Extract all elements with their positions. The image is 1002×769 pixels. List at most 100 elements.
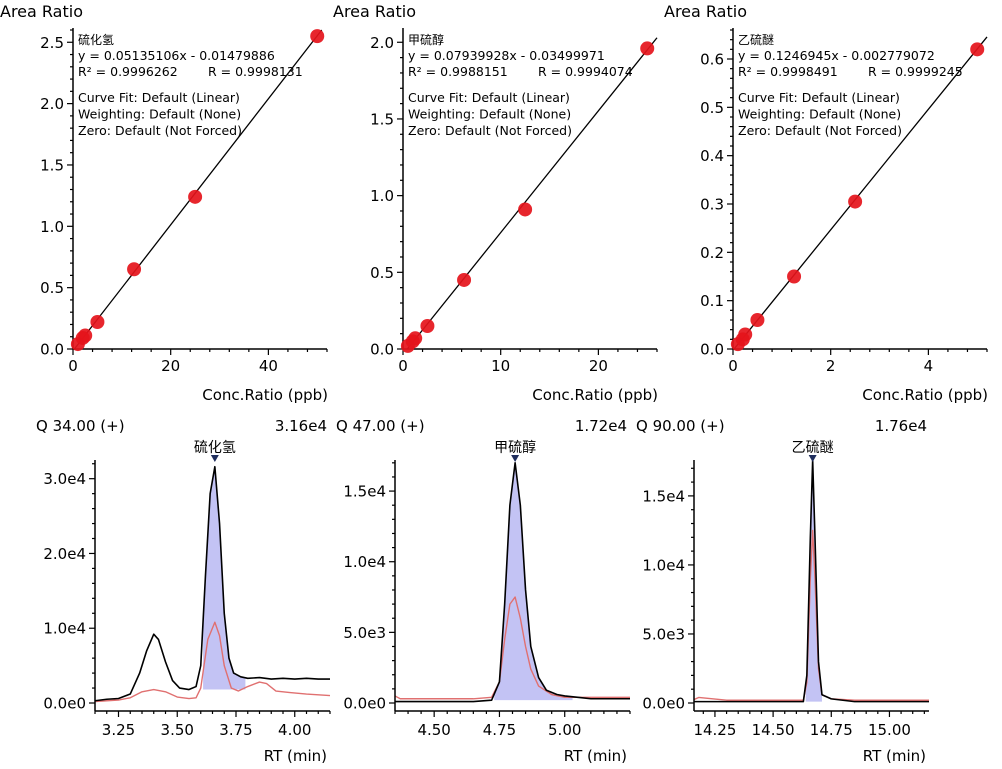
- y-tick-label: 5.0e3: [642, 625, 685, 643]
- y-tick-label: 0.5: [370, 264, 394, 282]
- compound-name: 乙硫醚: [738, 32, 774, 47]
- fit-info-line: Curve Fit: Default (Linear): [738, 90, 900, 105]
- x-axis-title: Conc.Ratio (ppb): [202, 386, 328, 404]
- peak-apex-marker-icon: [808, 455, 817, 462]
- y-tick-label: 5.0e3: [343, 624, 386, 642]
- compound-name: 硫化氢: [78, 32, 114, 47]
- max-intensity-label: 1.76e4: [875, 417, 927, 435]
- x-tick-label: 14.25: [693, 721, 736, 739]
- calibration-point: [310, 29, 325, 44]
- regression-line: [406, 37, 658, 350]
- quant-ion-trace: [694, 459, 929, 703]
- r-squared: R² = 0.9988151: [408, 64, 508, 79]
- y-tick-label: 1.0e4: [343, 553, 386, 571]
- calibration-point: [640, 41, 655, 56]
- peak-label: 乙硫醚: [792, 440, 834, 456]
- fit-equation: y = 0.07939928x - 0.03499971: [408, 48, 605, 63]
- r-squared: R² = 0.9996262: [78, 64, 178, 79]
- x-tick-label: 5.00: [548, 721, 581, 739]
- integrated-peak-area: [203, 466, 246, 690]
- calibration-point: [457, 272, 472, 287]
- calibration-point: [127, 262, 142, 277]
- y-tick-label: 0.0e0: [343, 695, 386, 713]
- x-tick-label: 0: [68, 357, 78, 375]
- fit-info-line: Curve Fit: Default (Linear): [78, 90, 240, 105]
- qualifier-ion-trace: [394, 596, 630, 700]
- peak-label: 甲硫醇: [494, 439, 536, 456]
- fit-equation: y = 0.05135106x - 0.01479886: [78, 48, 275, 63]
- peak-apex-marker-icon: [210, 455, 219, 462]
- y-tick-label: 0.3: [700, 196, 724, 214]
- y-tick-label: 0.0: [40, 341, 64, 359]
- y-tick-label: 2.5: [40, 34, 64, 52]
- fit-info-line: Weighting: Default (None): [78, 107, 241, 122]
- y-tick-label: 1.0e4: [642, 556, 685, 574]
- fit-info-line: Zero: Default (Not Forced): [408, 123, 572, 138]
- calibration-point: [738, 327, 753, 342]
- max-intensity-label: 3.16e4: [275, 417, 327, 435]
- y-tick-label: 0.0: [700, 341, 724, 359]
- fit-info-line: Curve Fit: Default (Linear): [408, 90, 570, 105]
- quant-ion-trace: [94, 465, 330, 702]
- calibration-chart-1: Area Ratio 0.0 0.5 1.0 1.5 2.0 2.5 0 20 40 Conc.Ra…: [0, 2, 328, 404]
- y-axis-title: Area Ratio: [333, 2, 416, 21]
- chromatogram-1: Q 34.00 (+) 3.16e4 0.0e0 1.0e4 2.0e4 3.0e4 3.2…: [36, 417, 331, 765]
- ion-label: Q 34.00 (+): [36, 417, 125, 435]
- r-value: R = 0.9999245: [868, 64, 963, 79]
- ion-label: Q 47.00 (+): [336, 417, 425, 435]
- y-tick-label: 1.0: [40, 218, 64, 236]
- x-tick-label: 40: [259, 357, 278, 375]
- ion-label: Q 90.00 (+): [636, 417, 725, 435]
- r-squared: R² = 0.9998491: [738, 64, 838, 79]
- fit-info-line: Zero: Default (Not Forced): [738, 123, 902, 138]
- y-tick-label: 0.5: [40, 279, 64, 297]
- peak-apex-marker-icon: [511, 455, 520, 462]
- y-tick-label: 1.5e4: [642, 487, 685, 505]
- y-tick-label: 0.6: [700, 51, 724, 69]
- calibration-point: [188, 189, 203, 204]
- x-tick-label: 0: [398, 357, 408, 375]
- x-tick-label: 2: [826, 357, 836, 375]
- calibration-point: [970, 42, 985, 57]
- calibration-point: [787, 269, 802, 284]
- r-value: R = 0.9998131: [208, 64, 303, 79]
- calibration-chart-2: Area Ratio 0.0 0.5 1.0 1.5 2.0 0 10 20 Conc.Ratio…: [333, 2, 658, 404]
- calibration-point: [750, 313, 765, 327]
- y-axis-title: Area Ratio: [664, 2, 747, 21]
- x-axis-title: Conc.Ratio (ppb): [862, 386, 988, 404]
- quant-ion-trace: [395, 462, 630, 703]
- y-tick-label: 0.5: [700, 99, 724, 117]
- x-axis-title: RT (min): [264, 747, 327, 765]
- regression-line: [733, 36, 988, 350]
- x-tick-label: 4.75: [483, 721, 516, 739]
- y-tick-label: 0.2: [700, 244, 724, 262]
- x-tick-label: 20: [589, 357, 608, 375]
- x-axis-title: RT (min): [564, 747, 627, 765]
- x-axis-title: Conc.Ratio (ppb): [532, 386, 658, 404]
- qualifier-ion-trace: [94, 621, 331, 703]
- y-tick-label: 0.0e0: [642, 695, 685, 713]
- x-tick-label: 20: [161, 357, 180, 375]
- x-tick-label: 14.50: [752, 721, 795, 739]
- qualifier-ion-trace: [693, 529, 929, 701]
- y-tick-label: 2.0: [40, 95, 64, 113]
- y-axis-title: Area Ratio: [0, 2, 83, 21]
- x-tick-label: 0: [728, 357, 738, 375]
- y-tick-label: 0.0e0: [43, 695, 86, 713]
- x-tick-label: 4.00: [278, 721, 311, 739]
- peak-label: 硫化氢: [194, 440, 236, 456]
- y-tick-label: 1.0: [370, 187, 394, 205]
- calibration-point: [518, 202, 533, 217]
- integrated-peak-area: [494, 462, 573, 701]
- chromatogram-3: Q 90.00 (+) 1.76e4 0.0e0 5.0e3 1.0e4 1.5e4 14.…: [636, 417, 929, 765]
- y-tick-label: 3.0e4: [43, 470, 86, 488]
- y-tick-label: 1.5: [40, 156, 64, 174]
- calibration-point: [90, 315, 105, 330]
- x-tick-label: 3.50: [161, 721, 194, 739]
- calibration-point: [408, 331, 423, 346]
- calibration-point: [848, 194, 863, 209]
- y-tick-label: 2.0: [370, 34, 394, 52]
- y-tick-label: 1.5: [370, 110, 394, 128]
- calibration-point: [78, 328, 93, 343]
